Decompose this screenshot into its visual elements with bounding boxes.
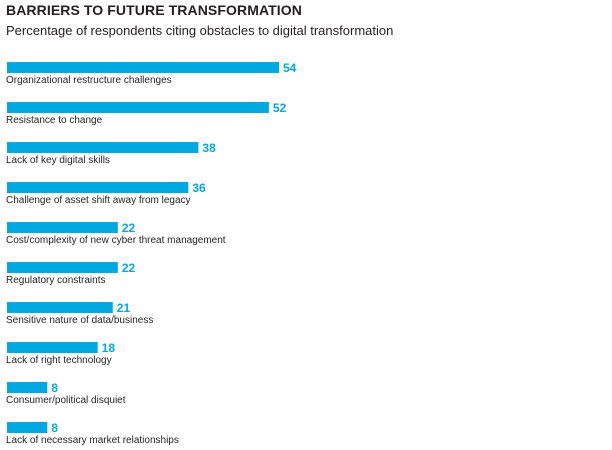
category-label-6: Regulatory constraints	[6, 275, 106, 286]
bar-3	[7, 142, 199, 153]
category-label-2: Resistance to change	[6, 115, 103, 126]
category-label-5: Cost/complexity of new cyber threat mana…	[6, 235, 226, 246]
bar-1	[7, 62, 279, 73]
chart-title: BARRIERS TO FUTURE TRANSFORMATION	[6, 2, 302, 18]
category-label-1: Organizational restructure challenges	[6, 75, 172, 86]
value-label-6: 22	[122, 261, 136, 275]
bar-5	[7, 222, 118, 233]
bar-8	[7, 342, 98, 353]
category-label-8: Lack of right technology	[6, 355, 112, 366]
bar-9	[7, 382, 48, 393]
category-label-10: Lack of necessary market relationships	[6, 435, 179, 446]
chart-subtitle: Percentage of respondents citing obstacl…	[6, 23, 394, 38]
value-label-3: 38	[202, 141, 216, 155]
bar-10	[7, 422, 48, 433]
category-label-4: Challenge of asset shift away from legac…	[6, 195, 191, 206]
category-label-7: Sensitive nature of data/business	[6, 315, 153, 326]
bar-2	[7, 102, 269, 113]
value-label-1: 54	[283, 61, 297, 75]
category-label-9: Consumer/political disquiet	[6, 395, 126, 406]
value-label-9: 8	[51, 381, 58, 395]
bar-4	[7, 182, 189, 193]
value-label-7: 21	[117, 301, 131, 315]
value-label-5: 22	[122, 221, 136, 235]
value-label-2: 52	[273, 101, 287, 115]
bar-6	[7, 262, 118, 273]
value-label-10: 8	[51, 421, 58, 435]
bar-7	[7, 302, 113, 313]
value-label-4: 36	[192, 181, 206, 195]
value-label-8: 18	[102, 341, 116, 355]
category-label-3: Lack of key digital skills	[6, 155, 110, 166]
